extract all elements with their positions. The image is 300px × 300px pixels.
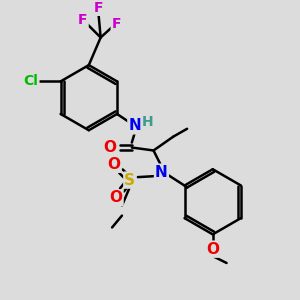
Text: F: F xyxy=(112,17,121,31)
Text: H: H xyxy=(142,115,153,129)
Text: O: O xyxy=(110,190,122,206)
Text: S: S xyxy=(124,172,135,188)
Text: O: O xyxy=(103,140,117,155)
Text: O: O xyxy=(206,242,219,257)
Text: F: F xyxy=(78,13,88,27)
Text: O: O xyxy=(108,157,121,172)
Text: Cl: Cl xyxy=(24,74,38,88)
Text: N: N xyxy=(155,165,168,180)
Text: N: N xyxy=(128,118,141,133)
Text: F: F xyxy=(94,1,104,15)
